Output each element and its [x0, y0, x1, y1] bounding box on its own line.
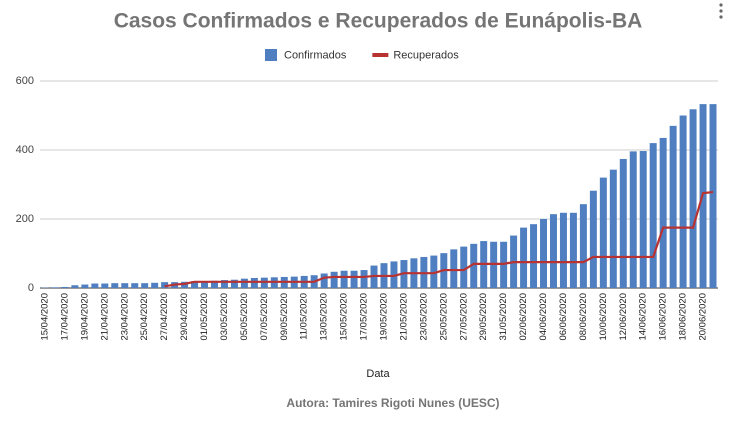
- bar: [460, 246, 468, 288]
- x-tick-label: 05/05/2020: [239, 293, 250, 341]
- x-tick-label: 20/06/2020: [698, 293, 709, 341]
- bar: [250, 277, 258, 288]
- bar: [151, 282, 159, 288]
- menu-icon[interactable]: [719, 3, 723, 19]
- bar: [340, 270, 348, 288]
- bar: [240, 278, 248, 288]
- bar: [530, 224, 538, 288]
- bar: [201, 281, 209, 288]
- y-tick-label: 600: [16, 75, 34, 87]
- x-tick-label: 01/05/2020: [199, 293, 210, 341]
- x-tick-label: 16/06/2020: [658, 293, 669, 341]
- bar: [141, 283, 149, 288]
- x-tick-label: 18/06/2020: [678, 293, 689, 341]
- x-tick-label: 15/04/2020: [40, 293, 51, 341]
- legend-item: Confirmados: [265, 49, 347, 61]
- bar: [520, 227, 528, 288]
- x-tick-label: 23/04/2020: [119, 293, 130, 341]
- bar: [659, 137, 667, 288]
- legend-swatch: [372, 53, 389, 57]
- bar: [579, 204, 587, 288]
- x-tick-label: 04/06/2020: [538, 293, 549, 341]
- bar: [549, 214, 557, 288]
- x-tick-label: 27/04/2020: [159, 293, 170, 341]
- legend-label: Confirmados: [284, 49, 347, 61]
- bar: [639, 151, 647, 288]
- bar: [81, 284, 89, 288]
- legend-swatch: [265, 49, 277, 61]
- bar: [689, 109, 697, 288]
- x-tick-label: 21/05/2020: [398, 293, 409, 341]
- bar: [51, 287, 59, 288]
- bar: [559, 212, 567, 288]
- line: [164, 190, 714, 288]
- bar: [629, 151, 637, 288]
- bar: [91, 283, 99, 288]
- x-tick-label: 29/05/2020: [478, 293, 489, 341]
- x-tick-label: 03/05/2020: [219, 293, 230, 341]
- x-tick-label: 08/06/2020: [578, 293, 589, 341]
- bar: [330, 271, 338, 288]
- bar: [450, 249, 458, 288]
- bar: [589, 190, 597, 288]
- legend-item: Recuperados: [372, 49, 459, 61]
- x-tick-label: 29/04/2020: [179, 293, 190, 341]
- bar: [609, 169, 617, 288]
- x-tick-label: 19/04/2020: [79, 293, 90, 341]
- x-tick-label: 31/05/2020: [498, 293, 509, 341]
- x-tick-label: 09/05/2020: [279, 293, 290, 341]
- bar: [111, 283, 119, 288]
- y-tick-label: 400: [16, 144, 34, 156]
- bar: [619, 158, 627, 288]
- y-tick-label: 200: [16, 213, 34, 225]
- bar: [320, 273, 328, 288]
- bar: [71, 285, 79, 288]
- x-tick-label: 17/05/2020: [359, 293, 370, 341]
- bar: [569, 212, 577, 288]
- bar: [101, 283, 109, 288]
- x-tick-label: 07/05/2020: [259, 293, 270, 341]
- bar: [360, 270, 368, 288]
- legend-label: Recuperados: [393, 49, 459, 61]
- x-tick-label: 12/06/2020: [618, 293, 629, 341]
- x-tick-label: 15/05/2020: [339, 293, 350, 341]
- bar: [191, 281, 199, 288]
- bar: [210, 280, 218, 288]
- bar: [131, 283, 139, 288]
- bar: [230, 279, 238, 288]
- x-tick-label: 19/05/2020: [379, 293, 390, 341]
- bar: [540, 219, 548, 288]
- bar: [220, 280, 228, 288]
- y-tick-label: 0: [28, 282, 34, 294]
- bar: [679, 115, 687, 288]
- bar: [599, 177, 607, 288]
- x-tick-label: 23/05/2020: [418, 293, 429, 341]
- bar: [161, 282, 169, 288]
- bar: [390, 261, 398, 288]
- bar: [669, 125, 677, 288]
- bar: [709, 104, 717, 289]
- bar: [121, 283, 129, 288]
- x-tick-label: 25/05/2020: [438, 293, 449, 341]
- x-tick-label: 02/06/2020: [518, 293, 529, 341]
- x-tick-label: 25/04/2020: [139, 293, 150, 341]
- bar: [649, 143, 657, 288]
- x-tick-label: 14/06/2020: [638, 293, 649, 341]
- bar: [350, 270, 358, 288]
- bar: [430, 255, 438, 288]
- x-tick-label: 11/05/2020: [299, 293, 310, 340]
- x-tick-label: 27/05/2020: [458, 293, 469, 341]
- x-tick-label: 13/05/2020: [319, 293, 330, 341]
- x-tick-label: 21/04/2020: [99, 293, 110, 341]
- x-axis-title: Data: [366, 368, 390, 380]
- x-tick-label: 17/04/2020: [59, 293, 70, 341]
- caption: Autora: Tamires Rigoti Nunes (UESC): [286, 396, 499, 410]
- chart-title: Casos Confirmados e Recuperados de Eunáp…: [114, 10, 643, 33]
- x-tick-label: 10/06/2020: [598, 293, 609, 341]
- bar: [470, 243, 478, 288]
- bar: [61, 286, 69, 288]
- x-tick-label: 06/06/2020: [558, 293, 569, 341]
